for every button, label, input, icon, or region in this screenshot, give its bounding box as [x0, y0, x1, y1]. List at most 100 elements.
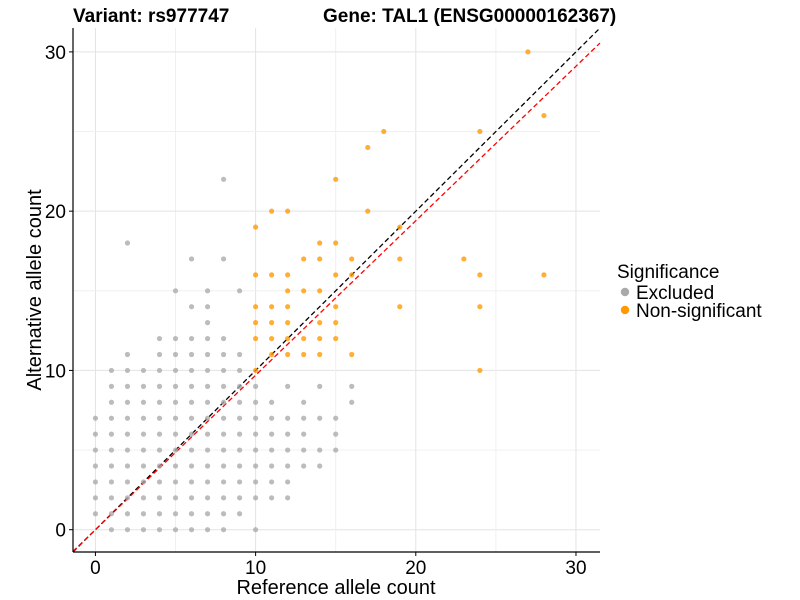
point-excluded [124, 495, 131, 501]
point-excluded [236, 367, 243, 374]
point-non-significant [541, 112, 547, 119]
point-excluded [204, 463, 211, 469]
point-excluded [172, 335, 179, 342]
point-non-significant [541, 272, 547, 278]
point-excluded [285, 431, 291, 437]
point-excluded [124, 383, 131, 389]
point-excluded [124, 479, 131, 485]
point-excluded [108, 431, 115, 437]
point-excluded [92, 415, 99, 421]
point-excluded [285, 447, 291, 453]
point-excluded [124, 463, 131, 469]
point-excluded [108, 463, 115, 469]
point-excluded [156, 447, 163, 453]
point-non-significant [333, 272, 339, 278]
point-excluded [236, 288, 243, 294]
point-excluded [188, 479, 195, 485]
point-excluded [269, 479, 275, 485]
point-non-significant [269, 320, 275, 326]
point-non-significant [317, 240, 323, 246]
point-excluded [285, 463, 291, 469]
point-excluded [253, 447, 259, 453]
point-excluded [301, 415, 307, 421]
point-excluded [220, 495, 227, 501]
point-excluded [253, 399, 259, 405]
point-non-significant [397, 256, 403, 262]
point-excluded [188, 431, 195, 437]
point-excluded [172, 399, 179, 405]
point-excluded [220, 176, 227, 182]
point-excluded [156, 527, 163, 533]
x-tick-label: 20 [405, 558, 426, 579]
point-excluded [140, 495, 147, 501]
point-excluded [108, 399, 115, 405]
point-non-significant [397, 224, 403, 230]
point-excluded [156, 431, 163, 437]
point-excluded [269, 415, 275, 421]
point-excluded [140, 383, 147, 389]
point-excluded [172, 527, 179, 533]
point-excluded [156, 335, 163, 342]
point-non-significant [269, 272, 275, 278]
point-excluded [188, 304, 195, 310]
point-excluded [204, 288, 211, 294]
point-excluded [220, 447, 227, 453]
point-excluded [333, 415, 339, 421]
point-excluded [269, 447, 275, 453]
point-non-significant [333, 176, 339, 182]
point-excluded [269, 463, 275, 469]
point-excluded [317, 463, 323, 469]
point-non-significant [301, 335, 307, 342]
point-excluded [140, 463, 147, 469]
point-excluded [204, 415, 211, 421]
point-excluded [172, 511, 179, 517]
point-excluded [188, 256, 195, 262]
point-excluded [236, 511, 243, 517]
point-excluded [220, 415, 227, 421]
point-non-significant [253, 272, 259, 278]
point-excluded [172, 351, 179, 358]
point-non-significant [285, 335, 291, 342]
point-excluded [108, 367, 115, 374]
point-excluded [140, 367, 147, 374]
point-non-significant [301, 256, 307, 262]
point-excluded [317, 415, 323, 421]
point-excluded [188, 463, 195, 469]
point-non-significant [317, 335, 323, 342]
point-excluded [204, 351, 211, 358]
point-excluded [253, 527, 259, 533]
point-non-significant [269, 304, 275, 310]
point-excluded [140, 511, 147, 517]
point-excluded [236, 383, 243, 389]
point-excluded [220, 399, 227, 405]
point-excluded [236, 415, 243, 421]
point-excluded [220, 463, 227, 469]
tick-marks: 0 10 20 30 0 10 20 30 [45, 43, 587, 579]
point-excluded [172, 479, 179, 485]
reference-lines [72, 27, 601, 553]
point-excluded [172, 447, 179, 453]
point-excluded [108, 527, 115, 533]
y-tick-label: 30 [45, 43, 66, 64]
point-excluded [92, 447, 99, 453]
point-excluded [269, 399, 275, 405]
point-excluded [92, 495, 99, 501]
title-left: Variant: rs977747 [73, 6, 229, 27]
point-excluded [172, 367, 179, 374]
point-excluded [220, 479, 227, 485]
legend-label-excluded: Excluded [636, 283, 714, 304]
point-excluded [269, 431, 275, 437]
point-non-significant [285, 272, 291, 278]
point-excluded [220, 351, 227, 358]
point-non-significant [253, 335, 259, 342]
point-non-significant [285, 351, 291, 358]
point-excluded [124, 511, 131, 517]
point-excluded [188, 415, 195, 421]
point-excluded [253, 495, 259, 501]
point-excluded [236, 479, 243, 485]
point-excluded [253, 479, 259, 485]
point-non-significant [253, 320, 259, 326]
point-non-significant [301, 288, 307, 294]
point-excluded [204, 431, 211, 437]
y-tick-label: 20 [45, 202, 66, 223]
